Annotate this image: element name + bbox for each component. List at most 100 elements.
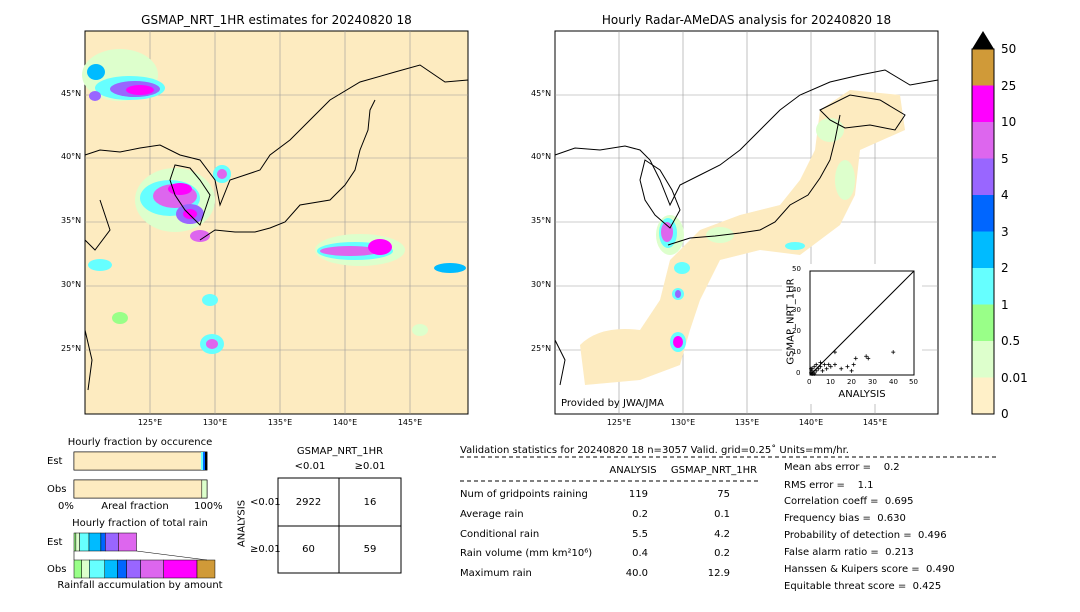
validation-gsmap-1: 0.1 — [714, 509, 730, 520]
validation-label-2: Conditional rain — [460, 529, 540, 540]
colorbar-label-2: 2 — [1001, 261, 1009, 275]
occurrence-title: Hourly fraction by occurence — [67, 437, 213, 448]
scatter-ytick-10: 10 — [792, 348, 801, 356]
right-map-grid — [555, 31, 938, 414]
colorbar-label-5: 5 — [1001, 152, 1009, 166]
validation-col-gsmap: GSMAP_NRT_1HR — [670, 465, 758, 476]
total-rain-segment — [104, 559, 118, 579]
scatter-point — [812, 364, 817, 369]
right-map-rain — [656, 118, 855, 352]
scatter-xtick-20: 20 — [847, 378, 856, 386]
scatter-point — [812, 370, 817, 375]
occurrence-bar-segment — [203, 451, 208, 471]
left-lat-30: 30°N — [61, 280, 82, 289]
contingency-cell-a: 2922 — [295, 497, 322, 508]
right-lat-30: 30°N — [531, 280, 552, 289]
right-map-title: Hourly Radar-AMeDAS analysis for 2024082… — [601, 13, 892, 27]
scatter-xtick-40: 40 — [889, 378, 898, 386]
left-map-title: GSMAP_NRT_1HR estimates for 20240820 18 — [141, 13, 412, 27]
total-rain-segment — [105, 532, 119, 552]
occurrence-bar-segment — [73, 479, 203, 499]
contingency-col-ge: ≥0.01 — [354, 461, 386, 472]
scatter-ytick-50: 50 — [792, 265, 801, 273]
scatter-point — [828, 364, 833, 369]
validation-analysis-0: 119 — [628, 489, 648, 500]
validation-gsmap-0: 75 — [717, 489, 730, 500]
total-rain-segment — [118, 532, 137, 552]
validation-label-4: Maximum rain — [460, 568, 532, 579]
validation-label-0: Num of gridpoints raining — [460, 489, 588, 500]
colorbar-segment — [972, 195, 994, 232]
score-frequency-bias: Frequency bias = 0.630 — [784, 513, 906, 524]
colorbar-segment — [972, 304, 994, 341]
right-map-coastline — [554, 69, 939, 386]
total-rain-row-est: Est — [47, 537, 63, 548]
contingency-cell-c: 60 — [302, 544, 315, 555]
validation-analysis-4: 40.0 — [625, 568, 648, 579]
validation-gsmap-2: 4.2 — [714, 529, 730, 540]
colorbar-label-1: 1 — [1001, 298, 1009, 312]
scatter-point — [864, 354, 869, 359]
scatter-point — [816, 366, 821, 371]
total-rain-segment — [73, 532, 77, 552]
right-lon-135: 135°E — [734, 418, 760, 427]
contingency-row-lt: <0.01 — [250, 497, 281, 508]
colorbar-segment — [972, 85, 994, 122]
occurrence-bars — [73, 451, 208, 499]
left-lat-40: 40°N — [61, 152, 82, 161]
scatter-point — [891, 350, 896, 355]
total-rain-segment — [163, 559, 198, 579]
colorbar-outline — [971, 48, 995, 415]
score-ets: Equitable threat score = 0.425 — [784, 581, 942, 592]
left-map-grid — [85, 31, 468, 414]
occurrence-row-obs: Obs — [47, 484, 67, 495]
scatter-point — [832, 362, 837, 367]
scatter-point — [820, 368, 825, 373]
total-rain-row-obs: Obs — [47, 564, 67, 575]
right-lat-35: 35°N — [531, 216, 552, 225]
left-lat-45: 45°N — [61, 89, 82, 98]
validation-analysis-2: 5.5 — [632, 529, 648, 540]
left-map-coastline — [84, 64, 469, 391]
total-rain-segment — [117, 559, 127, 579]
right-lat-25: 25°N — [531, 344, 552, 353]
occurrence-axis-0: 0% — [58, 501, 74, 512]
colorbar-label-0-01: 0.01 — [1001, 371, 1028, 385]
contingency-col-lt: <0.01 — [294, 461, 326, 472]
scatter-point — [826, 362, 831, 367]
scatter-point — [839, 366, 844, 371]
contingency-row-ge: ≥0.01 — [250, 544, 281, 555]
occurrence-sliver — [203, 452, 205, 470]
scatter-ytick-30: 30 — [792, 306, 801, 314]
colorbar-label-0-5: 0.5 — [1001, 334, 1021, 348]
contingency-cell-d: 59 — [363, 544, 377, 555]
colorbar-label-4: 4 — [1001, 188, 1009, 202]
colorbar-extend-triangle — [972, 31, 994, 49]
validation-label-1: Average rain — [460, 509, 524, 520]
colorbar-label-3: 3 — [1001, 225, 1009, 239]
total-rain-bars — [73, 532, 216, 579]
scatter-xtick-50: 50 — [909, 378, 918, 386]
validation-gsmap-3: 0.2 — [714, 548, 730, 559]
total-rain-footer: Rainfall accumulation by amount — [57, 580, 223, 591]
right-lon-130: 130°E — [670, 418, 696, 427]
scatter-points — [809, 350, 896, 376]
occurrence-bar-segment — [73, 451, 204, 471]
scatter-point — [822, 362, 827, 367]
scatter-frame — [809, 270, 915, 376]
right-map-coverage — [580, 90, 905, 385]
occurrence-sliver — [201, 452, 203, 470]
scatter-point — [810, 371, 815, 376]
total-rain-segment — [88, 532, 102, 552]
validation-header: Validation statistics for 20240820 18 n=… — [460, 445, 849, 456]
scatter-point — [809, 366, 814, 371]
occurrence-bar-frame — [73, 479, 208, 499]
total-rain-connector — [136, 550, 208, 561]
occurrence-bar-frame — [73, 451, 208, 471]
colorbar-label-0: 0 — [1001, 407, 1009, 421]
scatter-point — [845, 364, 850, 369]
scatter-point — [832, 350, 837, 355]
total-rain-segment — [81, 559, 90, 579]
validation-label-3: Rain volume (mm km²10⁶) — [460, 548, 593, 559]
left-lon-135: 135°E — [267, 418, 293, 427]
